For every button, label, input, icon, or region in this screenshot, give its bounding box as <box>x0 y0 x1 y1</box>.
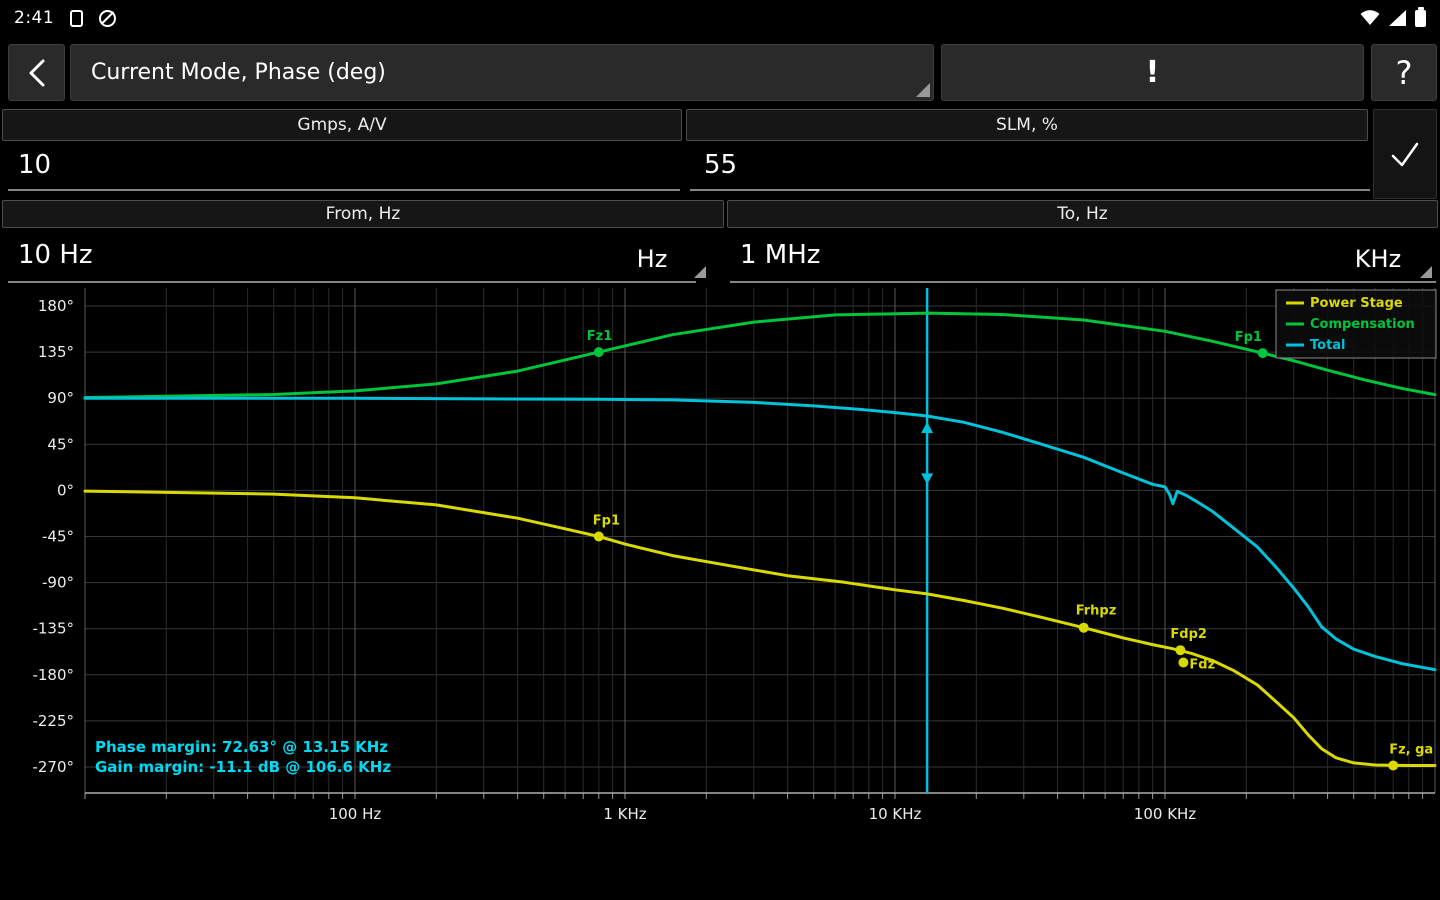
from-unit-label: Hz <box>636 245 668 273</box>
svg-text:Power Stage: Power Stage <box>1310 296 1403 311</box>
from-input[interactable]: 10 Hz <box>18 240 93 270</box>
status-bar: 2:41 <box>0 0 1440 36</box>
to-unit-label: KHz <box>1354 245 1402 273</box>
svg-text:Phase margin: 72.63° @ 13.15 K: Phase margin: 72.63° @ 13.15 KHz <box>95 738 388 756</box>
from-input-underline <box>8 281 696 283</box>
to-input[interactable]: 1 MHz <box>740 240 821 270</box>
from-field-label: From, Hz <box>2 200 724 228</box>
cell-signal-icon <box>1389 10 1406 26</box>
svg-text:Fdz: Fdz <box>1189 658 1215 673</box>
svg-text:-90°: -90° <box>42 574 74 592</box>
svg-text:-135°: -135° <box>32 620 74 638</box>
svg-text:100 Hz: 100 Hz <box>329 805 382 823</box>
svg-text:-180°: -180° <box>32 666 74 684</box>
svg-text:Compensation: Compensation <box>1310 317 1415 332</box>
dropdown-corner-icon <box>694 266 706 278</box>
data-saver-icon <box>99 9 117 27</box>
svg-text:Total: Total <box>1310 338 1346 353</box>
svg-text:-45°: -45° <box>42 528 74 546</box>
svg-text:100 KHz: 100 KHz <box>1134 805 1197 823</box>
status-right-icons <box>1360 6 1426 27</box>
gmps-input-underline <box>8 189 680 191</box>
svg-text:Fdp2: Fdp2 <box>1170 627 1207 642</box>
help-button[interactable]: ? <box>1371 44 1437 101</box>
to-field-label: To, Hz <box>727 200 1438 228</box>
status-clock: 2:41 <box>14 8 55 28</box>
gmps-field-label: Gmps, A/V <box>2 109 682 141</box>
svg-text:180°: 180° <box>38 297 74 315</box>
svg-text:Frhpz: Frhpz <box>1076 604 1117 619</box>
android-nav-bar <box>0 843 1440 900</box>
bode-phase-chart[interactable]: 180° 135° 90° 45° 0° -45° -90° -135° -180° -225° -… <box>0 285 1440 843</box>
to-input-underline <box>730 281 1436 283</box>
svg-text:-225°: -225° <box>32 712 74 730</box>
slm-input[interactable]: 55 <box>704 150 738 180</box>
svg-text:Fz, ga: Fz, ga <box>1389 743 1433 758</box>
back-button[interactable] <box>8 44 65 101</box>
svg-text:Fp1: Fp1 <box>593 514 620 529</box>
chart-canvas: 180° 135° 90° 45° 0° -45° -90° -135° -180° -225° -… <box>32 288 1437 823</box>
slm-field-label: SLM, % <box>686 109 1368 141</box>
gmps-input[interactable]: 10 <box>18 150 52 180</box>
apply-button[interactable] <box>1373 109 1437 199</box>
check-icon <box>1391 142 1419 167</box>
svg-text:135°: 135° <box>38 343 74 361</box>
svg-text:45°: 45° <box>47 435 74 453</box>
slm-input-underline <box>690 189 1370 191</box>
svg-text:0°: 0° <box>57 481 74 499</box>
battery-icon <box>1415 6 1426 27</box>
wifi-icon <box>1360 10 1380 25</box>
from-unit-spinner[interactable]: Hz <box>596 238 708 280</box>
chart-type-label: Current Mode, Phase (deg) <box>91 60 386 85</box>
svg-text:-270°: -270° <box>32 758 74 776</box>
svg-text:1 KHz: 1 KHz <box>603 805 646 823</box>
svg-text:Fz1: Fz1 <box>587 329 613 344</box>
dropdown-corner-icon <box>1420 266 1432 278</box>
alert-button[interactable]: ! <box>941 44 1364 101</box>
to-unit-spinner[interactable]: KHz <box>1322 238 1434 280</box>
chart-type-spinner[interactable]: Current Mode, Phase (deg) <box>70 44 934 101</box>
svg-text:Gain margin: -11.1 dB @ 106.6: Gain margin: -11.1 dB @ 106.6 KHz <box>95 758 391 776</box>
svg-text:Fp1: Fp1 <box>1235 330 1262 345</box>
sim-card-icon <box>70 9 84 27</box>
dropdown-corner-icon <box>916 83 930 97</box>
svg-text:90°: 90° <box>47 389 74 407</box>
back-chevron-icon <box>29 59 44 86</box>
svg-text:10 KHz: 10 KHz <box>869 805 922 823</box>
